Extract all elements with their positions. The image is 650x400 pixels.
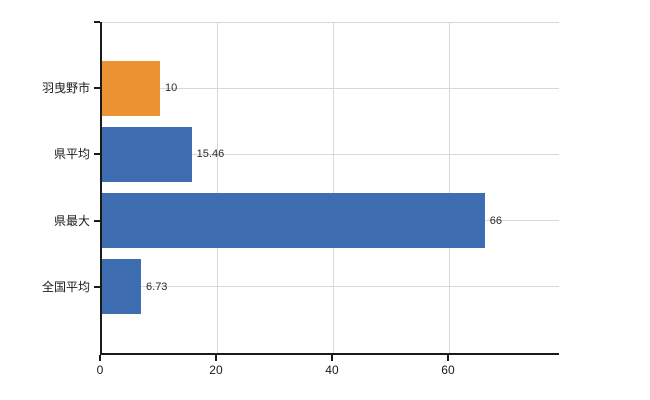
x-tick-label: 60	[441, 363, 455, 377]
x-tick-label: 40	[325, 363, 339, 377]
gridline-horizontal	[102, 286, 559, 288]
plot-area: 10 15.46 66 6.73	[100, 22, 559, 355]
y-axis-tick	[94, 153, 100, 156]
category-label: 県最大	[53, 213, 90, 228]
y-axis-tick	[94, 285, 100, 288]
x-axis-tick	[330, 355, 333, 361]
bar-value-label: 66	[489, 214, 503, 227]
bar-value-label: 6.73	[146, 280, 168, 293]
category-label: 全国平均	[41, 279, 90, 294]
bar-value-label: 10	[164, 82, 178, 95]
y-axis-tick	[94, 87, 100, 90]
bar-value-label: 15.46	[196, 148, 225, 161]
category-label: 県平均	[53, 147, 90, 162]
plot-top-border-gridline	[102, 22, 559, 23]
x-tick-label: 20	[209, 363, 223, 377]
x-axis-tick	[99, 355, 101, 361]
gridline-vertical	[217, 22, 219, 353]
bar	[102, 193, 485, 249]
bar	[102, 126, 192, 182]
y-axis-tick	[94, 219, 100, 222]
category-label: 羽曳野市	[41, 81, 90, 96]
bar	[102, 60, 160, 116]
gridline-horizontal	[102, 87, 559, 89]
bar	[102, 259, 142, 315]
x-axis-tick	[214, 355, 217, 361]
gridline-horizontal	[102, 153, 559, 155]
y-axis-tick	[94, 21, 100, 23]
gridline-vertical	[449, 22, 451, 353]
gridline-vertical	[333, 22, 335, 353]
x-tick-label: 0	[96, 363, 104, 377]
x-axis-tick	[446, 355, 449, 361]
